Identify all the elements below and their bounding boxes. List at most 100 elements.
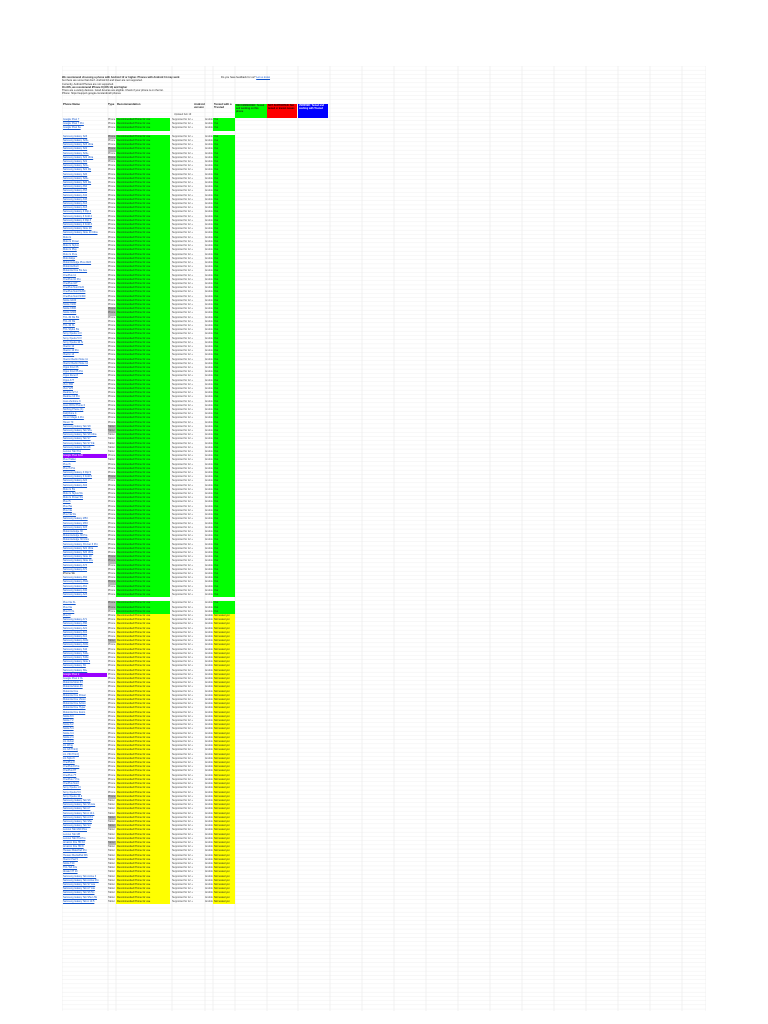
phone-name-link[interactable]: Moto G 5G xyxy=(63,487,76,491)
phone-name-link[interactable]: Motorola One xyxy=(63,689,79,693)
phone-name-link[interactable]: OnePlus Nord xyxy=(63,782,79,786)
table-row[interactable]: LG V60 ThinQ Phone Recommended Phone for u… xyxy=(62,752,706,757)
table-row[interactable]: Samsung Galaxy S21 FE Phone Recommended Ph… xyxy=(62,168,706,173)
table-row[interactable]: Samsung Galaxy Tab S8+ Tablet Recommended … xyxy=(62,429,706,434)
phone-name-link[interactable]: Samsung Galaxy Z Fold 4 xyxy=(63,214,92,218)
header-android-version[interactable]: Android version xyxy=(194,102,205,110)
table-row[interactable]: Motorola Edge 30 Pro Phone Recommended Pho… xyxy=(62,534,706,539)
table-row[interactable]: Oppo Reno 8 Phone Recommended Phone for us… xyxy=(62,374,706,379)
table-row[interactable]: Motorola One Vision Phone Recommended Phon… xyxy=(62,698,706,703)
phone-name-link[interactable]: Huawei MatePad Pro xyxy=(63,849,87,853)
phone-name-link[interactable]: Nokia G100 xyxy=(63,298,77,302)
table-row[interactable]: Google Pixel 2 XL Phone Recommended Phone … xyxy=(62,677,706,682)
table-row[interactable]: Motorola Edge 30 Phone Recommended Phone f… xyxy=(62,529,706,535)
phone-name-link[interactable]: Vivo V25 xyxy=(63,387,73,390)
phone-name-link[interactable]: Samsung Galaxy A33 xyxy=(63,197,88,201)
phone-name-link[interactable]: Samsung Galaxy A52 xyxy=(63,576,88,580)
table-row[interactable]: Samsung Galaxy M33 Phone Recommended Phone… xyxy=(62,521,706,526)
table-row[interactable]: Samsung Galaxy S22 Phone Recommended Phone… xyxy=(62,147,706,152)
phone-name-link[interactable]: Samsung Galaxy S20 Ultra xyxy=(63,550,94,554)
phone-name-link[interactable]: Pixel 3 xyxy=(63,613,71,617)
table-row[interactable]: TCL Tab 10s Tablet Recommended Phone for u… xyxy=(62,866,706,871)
table-row[interactable]: TCL 30 XE 5G Phone Recommended Phone for u… xyxy=(62,315,706,320)
phone-name-link[interactable]: Motorola Edge Plus 2023 xyxy=(63,260,92,264)
phone-name-link[interactable]: Samsung Galaxy Tab S7 Lite xyxy=(63,882,96,886)
phone-name-link[interactable]: Nokia T20 xyxy=(63,861,75,865)
phone-name-link[interactable]: Samsung Galaxy A02s xyxy=(63,643,89,647)
header-recommendation[interactable]: Recommendation xyxy=(117,102,141,106)
phone-name-link[interactable]: Samsung Galaxy A50 xyxy=(63,622,88,626)
phone-name-link[interactable]: LG V60 ThinQ xyxy=(63,752,79,756)
phone-name-link[interactable]: Samsung Galaxy Tab Active Pro xyxy=(63,878,99,882)
phone-name-link[interactable]: Google Pixel 2 XL xyxy=(63,677,84,681)
phone-name-link[interactable]: Samsung Galaxy A04 xyxy=(63,483,88,487)
phone-name-link[interactable]: TCL 40 XL xyxy=(63,323,75,327)
phone-name-link[interactable]: Samsung Galaxy S10+ xyxy=(63,651,89,655)
table-row[interactable]: Xiaomi Pad 5 Tablet Recommended Phone for … xyxy=(62,857,706,862)
table-row[interactable]: Nokia G100 Phone Recommended Phone for use… xyxy=(62,298,706,303)
phone-name-link[interactable]: Samsung Galaxy A13 xyxy=(63,206,88,210)
table-row[interactable]: Samsung Galaxy S21 Phone Recommended Phone… xyxy=(62,160,706,165)
table-row[interactable]: Sony Xperia 10 II Phone Recommended Phone … xyxy=(62,794,706,799)
phone-name-link[interactable]: Samsung Galaxy A11 xyxy=(63,634,87,638)
table-row[interactable]: Nothing Phone (1) Phone Recommended Phone … xyxy=(62,408,706,413)
phone-name-link[interactable]: Sony Xperia 1 IV xyxy=(63,332,82,336)
phone-name-link[interactable]: Samsung Galaxy S20 xyxy=(63,172,88,176)
phone-name-link[interactable]: Xiaomi Redmi Note 11 xyxy=(63,357,88,361)
table-row[interactable]: Samsung Galaxy S10+ Phone Recommended Phon… xyxy=(62,651,706,656)
phone-name-link[interactable]: Lenovo Tab M10 Plus xyxy=(63,828,87,832)
table-row[interactable]: LG Velvet Phone Recommended Phone for use S… xyxy=(62,740,706,745)
table-row[interactable]: Asus ROG Phone 6 Phone Recommended Phone f… xyxy=(62,403,706,409)
table-row[interactable]: OnePlus 8T Phone Recommended Phone for use… xyxy=(62,769,706,774)
table-row[interactable]: Samsung Galaxy A71 Phone Recommended Phone… xyxy=(62,618,706,623)
phone-name-link[interactable]: Google Pixel 7 xyxy=(63,118,80,121)
table-row[interactable]: OnePlus Nord Phone Recommended Phone for u… xyxy=(62,782,706,787)
table-row[interactable]: Moto G Stylus 5G Phone Recommended Phone f… xyxy=(62,492,706,497)
phone-name-link[interactable]: Samsung Galaxy Tab S7 xyxy=(63,437,91,441)
phone-name-link[interactable]: Moto G Play xyxy=(63,248,77,252)
phone-name-link[interactable]: Samsung Galaxy A52s xyxy=(63,580,89,584)
phone-name-link[interactable]: Nokia C300 xyxy=(63,307,77,311)
phone-name-link[interactable]: Nokia 6.2 xyxy=(63,723,74,727)
table-row[interactable]: Motorola One Zoom Phone Recommended Phone … xyxy=(62,710,706,715)
phone-name-link[interactable]: Moto Edge xyxy=(63,256,76,260)
table-row[interactable]: Samsung Galaxy Note 10+ Phone Recommended … xyxy=(62,559,706,564)
phone-name-link[interactable]: Pixel 6 Pro xyxy=(63,466,76,470)
phone-name-link[interactable]: OnePlus Nord N20 xyxy=(63,286,84,290)
phone-name-link[interactable]: OnePlus 8 Pro xyxy=(63,765,80,769)
phone-name-link[interactable]: Samsung Galaxy S22 Ultra xyxy=(63,155,94,159)
phone-name-link[interactable]: Motorola Edge 30 Ultra xyxy=(63,538,89,542)
phone-name-link[interactable]: Moto G Power xyxy=(63,239,79,243)
table-row[interactable]: Samsung Galaxy A03s Tablet Recommended Pho… xyxy=(62,639,706,644)
table-row[interactable]: Samsung Galaxy Tab S6 Lite Tablet Recommen… xyxy=(62,803,706,808)
phone-name-link[interactable]: Samsung Galaxy S21 FE xyxy=(63,168,92,172)
table-row[interactable]: Samsung Galaxy A52s Phone Recommended Phon… xyxy=(62,580,706,585)
table-row[interactable]: Samsung Galaxy M53 Phone Recommended Phone… xyxy=(62,517,706,522)
phone-name-link[interactable]: Samsung Galaxy S10e xyxy=(63,656,89,659)
table-row[interactable]: Samsung Galaxy S23 Ultra Phone Recommended… xyxy=(62,143,706,148)
table-row[interactable]: OnePlus Nord N300 Phone Recommended Phone … xyxy=(62,294,706,299)
phone-name-link[interactable]: Realme 10 Pro xyxy=(63,395,80,399)
phone-name-link[interactable]: Nokia 2.4 xyxy=(63,735,74,739)
phone-name-link[interactable]: Moto G Power 5G xyxy=(63,496,84,500)
table-row[interactable]: Xiaomi Redmi Note 12 Phone Recommended Pho… xyxy=(62,361,706,366)
table-row[interactable]: Samsung Galaxy S23+ Phone Recommended Phon… xyxy=(62,139,706,144)
table-row[interactable]: Google Pixel Fold Phone Recommended Phone … xyxy=(62,454,706,459)
phone-name-link[interactable]: Pixel 5a xyxy=(63,504,72,508)
table-row[interactable]: Samsung Galaxy Tab S5e Tablet Recommended … xyxy=(62,819,706,825)
phone-name-link[interactable]: Sony Xperia 10 II xyxy=(63,794,83,798)
phone-name-link[interactable]: Pixel 3a XL xyxy=(63,601,76,605)
table-row[interactable]: Moto G Pure Phone Recommended Phone for us… xyxy=(62,252,706,257)
phone-name-link[interactable]: Nokia 8.3 xyxy=(63,714,74,718)
phone-name-link[interactable]: Motorola One Vision xyxy=(63,698,86,702)
table-row[interactable]: Samsung Galaxy S10e Phone Recommended Phon… xyxy=(62,656,706,661)
table-row[interactable]: Oppo Find X5 Pro Phone Recommended Phone f… xyxy=(62,370,706,375)
table-row[interactable]: Samsung Galaxy A32 Phone Recommended Phone… xyxy=(62,588,706,593)
phone-name-link[interactable]: Samsung Galaxy S21+ xyxy=(63,164,89,168)
table-row[interactable]: Samsung Galaxy S20 Ultra Phone Recommended… xyxy=(62,550,706,556)
phone-name-link[interactable]: Motorola Moto Z3 xyxy=(63,685,83,689)
table-row[interactable]: Realme 10 Pro Phone Recommended Phone for … xyxy=(62,395,706,400)
table-row[interactable]: Samsung Galaxy S10 Phone Recommended Phone… xyxy=(62,647,706,652)
phone-name-link[interactable]: Samsung Galaxy Note 20 xyxy=(63,227,92,231)
table-row[interactable]: OnePlus Nord N200 Phone Recommended Phone … xyxy=(62,290,706,295)
